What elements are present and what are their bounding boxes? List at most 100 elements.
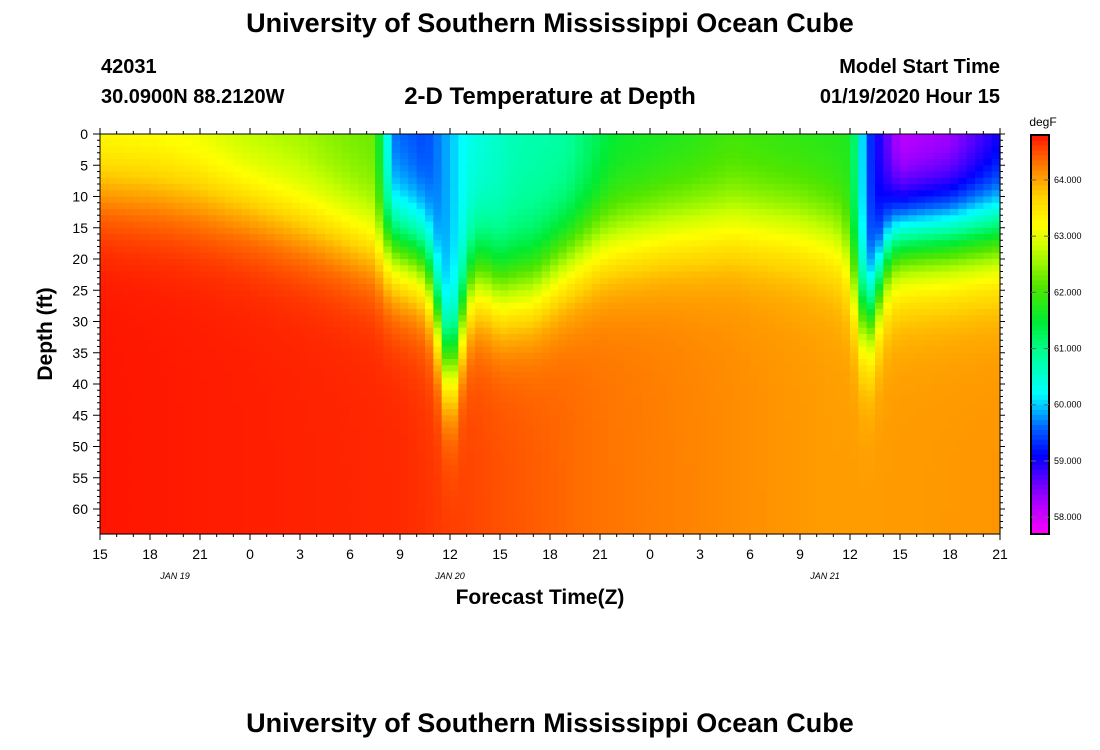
heatmap-cell [350,177,359,185]
heatmap-cell [333,240,343,248]
heatmap-cell [733,327,743,335]
heatmap-cell [641,384,651,391]
heatmap-cell [575,346,584,354]
heatmap-cell [350,184,359,191]
heatmap-cell [308,527,318,535]
heatmap-cell [241,402,251,410]
heatmap-cell [633,165,643,173]
heatmap-cell [300,315,309,323]
heatmap-cell [541,159,551,166]
heatmap-cell [433,252,443,260]
heatmap-cell [391,346,401,354]
heatmap-cell [400,409,409,416]
heatmap-cell [316,340,326,348]
heatmap-cell [733,446,743,454]
heatmap-cell [675,427,684,435]
heatmap-cell [391,152,401,160]
heatmap-cell [583,415,593,423]
heatmap-cell [250,252,259,260]
heatmap-cell [683,152,693,160]
heatmap-cell [325,302,334,310]
heatmap-cell [241,234,251,241]
heatmap-cell [183,409,193,416]
heatmap-cell [433,334,443,341]
heatmap-cell [383,309,393,316]
heatmap-cell [633,215,643,223]
heatmap-cell [125,427,134,435]
heatmap-cell [416,446,426,454]
heatmap-cell [683,465,693,473]
heatmap-cell [725,202,734,210]
heatmap-cell [266,484,276,491]
heatmap-cell [125,477,134,485]
heatmap-cell [575,334,584,341]
heatmap-cell [266,452,276,460]
heatmap-cell [300,365,309,373]
heatmap-cell [291,434,301,441]
heatmap-cell [591,302,601,310]
heatmap-cell [633,527,643,535]
heatmap-cell [258,184,268,191]
heatmap-cell [100,434,109,441]
heatmap-cell [291,234,301,241]
heatmap-cell [558,396,568,404]
heatmap-cell [150,402,159,410]
heatmap-cell [491,252,501,260]
heatmap-cell [133,140,143,148]
heatmap-cell [508,471,518,479]
heatmap-cell [300,184,309,191]
heatmap-cell [425,484,434,491]
heatmap-cell [150,484,159,491]
heatmap-cell [408,384,418,391]
heatmap-cell [458,134,468,141]
heatmap-cell [641,334,651,341]
heatmap-cell [258,327,268,335]
heatmap-cell [416,496,426,504]
heatmap-cell [316,471,326,479]
heatmap-cell [208,227,218,235]
heatmap-cell [583,277,593,285]
heatmap-cell [300,152,309,160]
heatmap-cell [366,477,376,485]
heatmap-cell [550,434,559,441]
heatmap-cell [333,140,343,148]
heatmap-cell [508,227,518,235]
heatmap-cell [175,221,184,229]
heatmap-cell [300,171,309,179]
heatmap-cell [450,202,459,210]
heatmap-cell [708,240,718,248]
heatmap-cell [316,327,326,335]
heatmap-cell [191,184,201,191]
heatmap-cell [300,515,309,523]
heatmap-cell [250,415,259,423]
heatmap-cell [691,184,701,191]
heatmap-cell [400,290,409,298]
heatmap-cell [391,177,401,185]
heatmap-cell [733,352,743,360]
heatmap-cell [566,515,576,523]
heatmap-cell [141,440,151,448]
heatmap-cell [441,384,451,391]
heatmap-cell [566,202,576,210]
heatmap-cell [308,190,318,198]
heatmap-cell [650,265,659,273]
heatmap-cell [475,202,484,210]
heatmap-cell [400,334,409,341]
heatmap-cell [258,359,268,366]
heatmap-cell [416,409,426,416]
heatmap-cell [266,509,276,516]
heatmap-cell [391,365,401,373]
heatmap-cell [575,421,584,429]
heatmap-cell [608,246,618,254]
heatmap-cell [441,234,451,241]
heatmap-cell [691,271,701,279]
heatmap-cell [458,396,468,404]
heatmap-cell [391,284,401,291]
heatmap-cell [633,421,643,429]
heatmap-cell [583,521,593,529]
heatmap-cell [341,209,351,216]
heatmap-cell [233,277,243,285]
heatmap-cell [650,177,659,185]
heatmap-cell [133,177,143,185]
